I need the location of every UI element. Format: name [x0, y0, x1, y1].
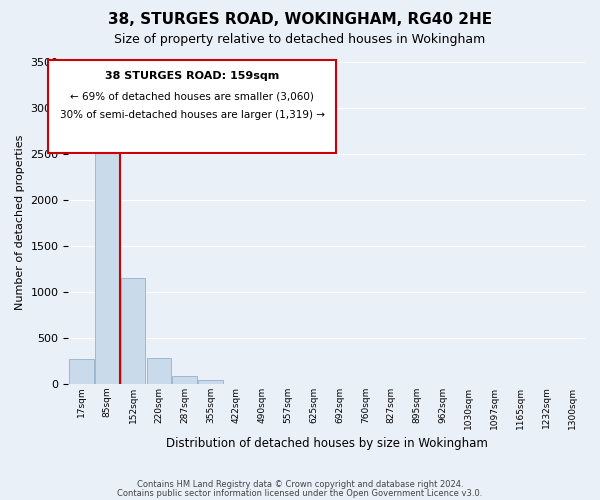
Text: Contains public sector information licensed under the Open Government Licence v3: Contains public sector information licen… — [118, 489, 482, 498]
Text: 38 STURGES ROAD: 159sqm: 38 STURGES ROAD: 159sqm — [105, 71, 279, 81]
Text: 38, STURGES ROAD, WOKINGHAM, RG40 2HE: 38, STURGES ROAD, WOKINGHAM, RG40 2HE — [108, 12, 492, 28]
Text: Size of property relative to detached houses in Wokingham: Size of property relative to detached ho… — [115, 32, 485, 46]
X-axis label: Distribution of detached houses by size in Wokingham: Distribution of detached houses by size … — [166, 437, 488, 450]
Bar — [146, 358, 171, 384]
Bar — [121, 278, 145, 384]
Bar — [198, 380, 223, 384]
Bar — [69, 359, 94, 384]
Bar — [172, 376, 197, 384]
Bar — [95, 142, 119, 384]
Y-axis label: Number of detached properties: Number of detached properties — [15, 135, 25, 310]
Text: 30% of semi-detached houses are larger (1,319) →: 30% of semi-detached houses are larger (… — [59, 110, 325, 120]
Text: Contains HM Land Registry data © Crown copyright and database right 2024.: Contains HM Land Registry data © Crown c… — [137, 480, 463, 489]
Text: ← 69% of detached houses are smaller (3,060): ← 69% of detached houses are smaller (3,… — [70, 92, 314, 102]
